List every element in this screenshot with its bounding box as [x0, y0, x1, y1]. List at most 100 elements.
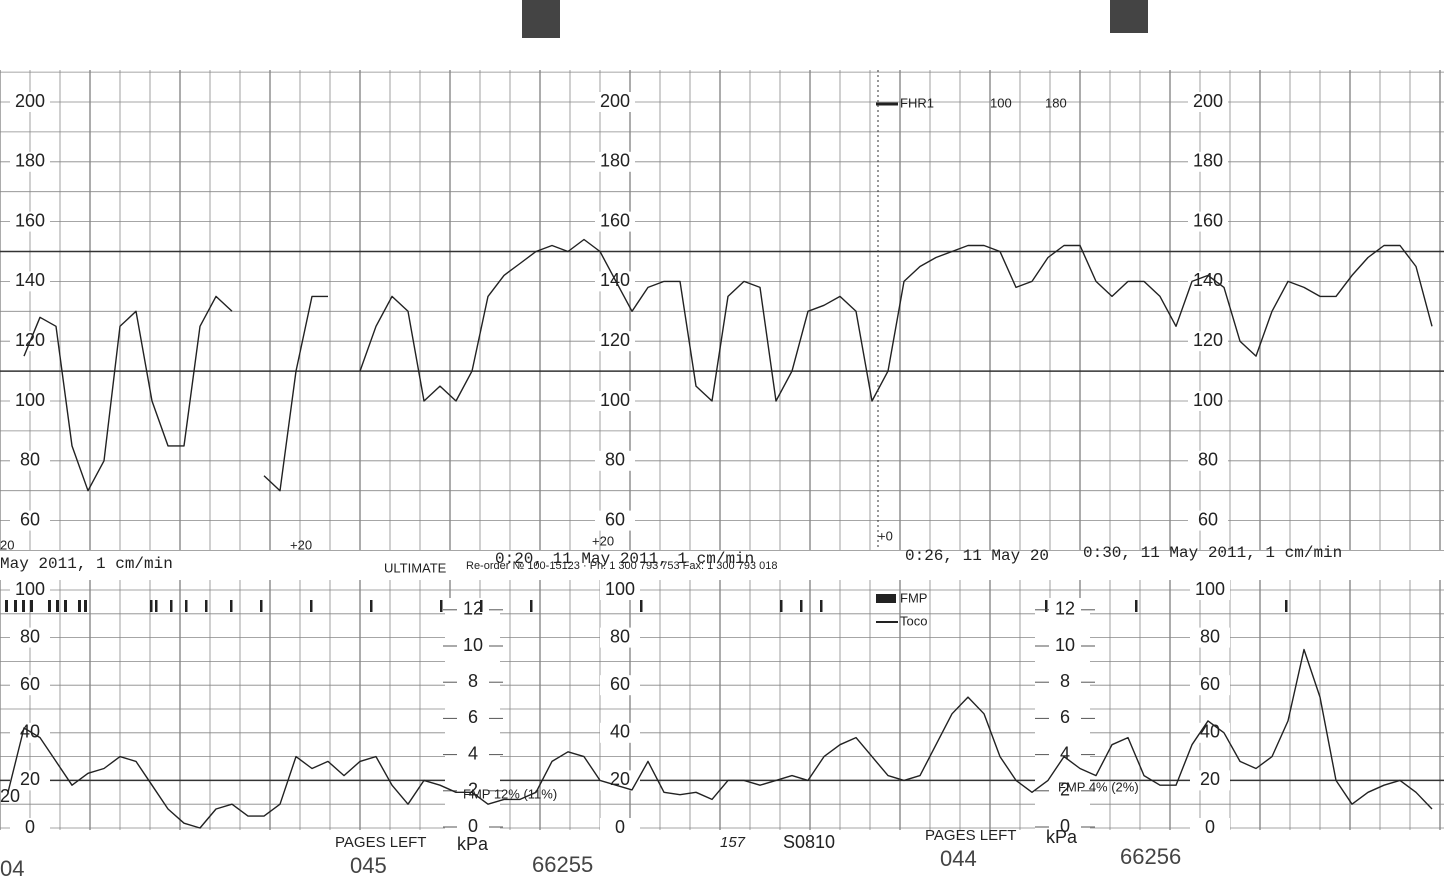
- fmp-mark: [14, 600, 17, 612]
- registration-mark: [1110, 0, 1148, 33]
- toco-tick-label: 0: [25, 817, 35, 837]
- pages-left: PAGES LEFT: [335, 834, 426, 851]
- tick-bg: [10, 580, 50, 600]
- tick-bg: [595, 450, 635, 471]
- fhr-tick-label: 140: [15, 270, 45, 290]
- fhr-tick-label: 80: [605, 450, 625, 470]
- tick-bg: [1188, 391, 1228, 411]
- tick-bg: [1190, 580, 1230, 600]
- tick-bg: [1190, 722, 1230, 743]
- alarm-high: 180: [1045, 95, 1067, 110]
- fmp-mark: [84, 600, 87, 612]
- toco-tick-label: 40: [610, 722, 630, 742]
- fmp-stat: FMP 4% (2%): [1058, 779, 1139, 794]
- fmp-mark: [1285, 600, 1288, 612]
- fmp-mark: [370, 600, 373, 612]
- fhr-tick-label: 60: [605, 509, 625, 529]
- kpa-tick-label: 8: [468, 671, 478, 691]
- fmp-mark: [30, 600, 33, 612]
- fmp-mark: [310, 600, 313, 612]
- fhr-tick-label: 160: [1193, 210, 1223, 230]
- serial: 66256: [1120, 844, 1181, 869]
- tick-bg: [10, 450, 50, 471]
- toco-tick-label: 0: [615, 817, 625, 837]
- kpa-tick-label: 4: [468, 743, 478, 763]
- tick-bg: [1188, 450, 1228, 471]
- kpa-tick-label: 12: [1055, 599, 1075, 619]
- fmp-mark: [5, 600, 8, 612]
- fmp-mark: [78, 600, 81, 612]
- fmp-mark: [1135, 600, 1138, 612]
- kpa-unit: kPa: [457, 834, 489, 854]
- tick-bg: [1190, 627, 1230, 648]
- tick-bg: [1188, 151, 1228, 172]
- toco-tick-label: 80: [20, 626, 40, 646]
- printer: ULTIMATE: [384, 560, 447, 575]
- number: 157: [720, 834, 746, 851]
- tick-bg: [600, 722, 640, 743]
- pages-left: PAGES LEFT: [925, 827, 1016, 844]
- grid: [0, 70, 1444, 830]
- fmp-mark: [22, 600, 25, 612]
- fmp-mark: [530, 600, 533, 612]
- fhr-tick-label: 60: [1198, 509, 1218, 529]
- fhr-tick-label: 200: [15, 91, 45, 111]
- fmp-mark: [440, 600, 443, 612]
- serial: 66255: [532, 852, 593, 877]
- tick-bg: [595, 271, 635, 292]
- toco-tick-label: 40: [1200, 722, 1220, 742]
- tick-bg: [1188, 92, 1228, 112]
- tick-bg: [1188, 331, 1228, 352]
- fhr-tick-label: 100: [600, 390, 630, 410]
- tick-bg: [10, 151, 50, 172]
- fhr-tick-label: 100: [1193, 390, 1223, 410]
- tick-bg: [600, 818, 640, 838]
- tick-bg: [595, 151, 635, 172]
- kpa-tick-label: 0: [468, 816, 478, 836]
- offset-label: +0: [878, 528, 893, 543]
- alarm-low: 100: [990, 95, 1012, 110]
- stamp: May 2011, 1 cm/min: [0, 555, 173, 573]
- fhr-tick-label: 200: [1193, 91, 1223, 111]
- kpa-tick-label: 8: [1060, 671, 1070, 691]
- tick-bg: [595, 92, 635, 112]
- tick-bg: [10, 391, 50, 411]
- tick-bg: [1188, 271, 1228, 292]
- kpa-unit: kPa: [1046, 827, 1078, 847]
- tick-labels: 2001801601401201008060200180160140120100…: [10, 91, 1230, 838]
- tick-bg: [1188, 510, 1228, 531]
- fmp-mark: [640, 600, 643, 612]
- tick-bg: [1190, 675, 1230, 696]
- kpa-tick-label: 2: [1060, 780, 1070, 800]
- fhr-tick-label: 80: [1198, 450, 1218, 470]
- fhr-tick-label: 100: [15, 390, 45, 410]
- fhr-trace: [23, 238, 1433, 492]
- kpa-tick-label: 10: [1055, 635, 1075, 655]
- fhr-tick-label: 160: [600, 210, 630, 230]
- tick-bg: [600, 627, 640, 648]
- kpa-tick-label: 4: [1060, 743, 1070, 763]
- toco-trace: [7, 648, 1433, 829]
- stamp: 0:30, 11 May 2011, 1 cm/min: [1083, 544, 1342, 562]
- kpa-tick-label: 10: [463, 635, 483, 655]
- toco-tick-label: 100: [605, 579, 635, 599]
- toco-tick-label: 60: [610, 674, 630, 694]
- fmp-mark: [150, 600, 153, 612]
- fmp-stat: FMP 12% (11%): [463, 786, 557, 801]
- tick-bg: [595, 510, 635, 531]
- fmp-mark: [800, 600, 803, 612]
- fmp-mark: [48, 600, 51, 612]
- tick-bg: [10, 271, 50, 292]
- toco-tick-label: 80: [610, 626, 630, 646]
- toco-tick-label: 20: [610, 769, 630, 789]
- tick-bg: [10, 211, 50, 232]
- fmp-mark: [480, 600, 483, 612]
- toco-tick-label: 0: [1205, 817, 1215, 837]
- tick-bg: [600, 675, 640, 696]
- toco-tick-label: 60: [1200, 674, 1220, 694]
- fmp-mark: [205, 600, 208, 612]
- fhr-tick-label: 60: [20, 509, 40, 529]
- pages-count: 044: [940, 846, 977, 871]
- kpa-tick-label: 6: [1060, 707, 1070, 727]
